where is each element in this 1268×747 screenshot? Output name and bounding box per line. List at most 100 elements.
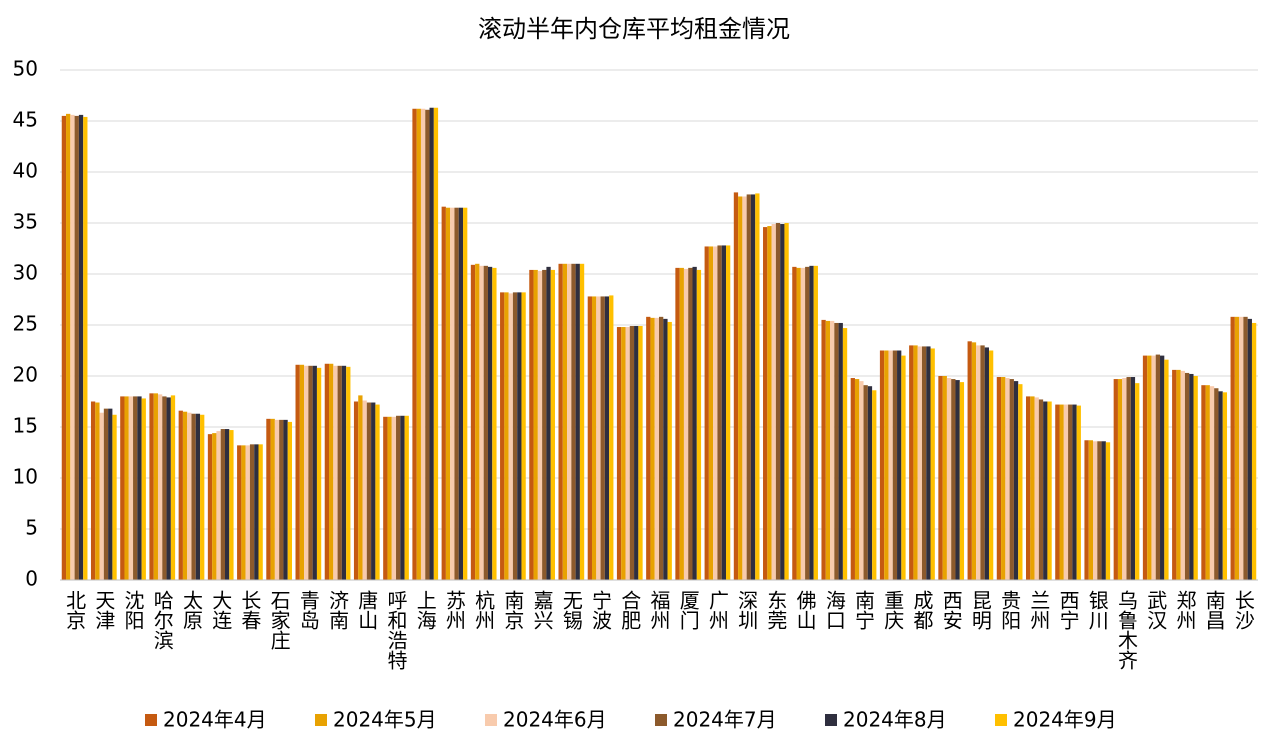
- bar: [738, 196, 743, 581]
- x-tick-label: 呼和浩特: [384, 590, 408, 670]
- bar: [463, 207, 468, 580]
- bar: [74, 115, 79, 581]
- x-tick-label: 厦门: [676, 590, 700, 630]
- bar: [295, 364, 300, 580]
- bar: [1105, 442, 1111, 580]
- bar: [112, 414, 117, 580]
- bar: [99, 412, 104, 580]
- bar: [750, 194, 756, 580]
- bar: [108, 408, 113, 580]
- bar: [429, 107, 434, 581]
- bar: [170, 395, 176, 580]
- bar: [955, 380, 960, 580]
- x-tick-label: 大连: [209, 590, 233, 630]
- bar: [930, 348, 935, 580]
- x-tick-label: 郑州: [1173, 590, 1197, 630]
- bar: [909, 345, 914, 580]
- bar: [70, 114, 75, 580]
- bar: [258, 444, 263, 580]
- bar: [396, 415, 401, 580]
- bar: [951, 379, 956, 580]
- bar: [917, 346, 922, 580]
- bar: [279, 419, 284, 580]
- x-tick-label: 银川: [1085, 590, 1109, 630]
- bar: [692, 266, 697, 580]
- y-tick-label: 15: [13, 414, 38, 438]
- bar: [274, 419, 280, 580]
- bar: [813, 265, 818, 580]
- bar: [341, 365, 347, 580]
- bar: [1164, 359, 1169, 580]
- bar: [859, 381, 864, 580]
- legend-swatch: [315, 714, 327, 726]
- bar: [1059, 404, 1064, 580]
- bar: [1009, 379, 1014, 580]
- bar: [863, 385, 868, 580]
- bar: [162, 396, 167, 580]
- bar: [508, 293, 513, 580]
- bar: [441, 206, 446, 580]
- x-tick-label: 南京: [501, 590, 525, 630]
- bar: [988, 350, 994, 580]
- bar: [1005, 378, 1010, 580]
- bar: [634, 326, 639, 580]
- bar: [1097, 441, 1102, 580]
- bar: [1172, 369, 1177, 580]
- x-tick-label: 兰州: [1027, 590, 1051, 630]
- bar: [1126, 377, 1131, 580]
- bar: [571, 263, 576, 580]
- bar: [153, 393, 158, 580]
- bar: [546, 266, 551, 580]
- bar: [921, 346, 927, 580]
- x-tick-label: 南昌: [1202, 590, 1226, 630]
- bar: [358, 395, 363, 580]
- legend-swatch: [655, 714, 667, 726]
- legend-label: 2024年8月: [843, 708, 947, 732]
- bar: [667, 321, 672, 580]
- bar: [587, 296, 592, 580]
- bar: [800, 267, 806, 580]
- bar: [558, 263, 563, 580]
- bar: [609, 295, 614, 580]
- bar: [1176, 369, 1181, 580]
- bar: [726, 245, 731, 580]
- bar: [128, 396, 134, 580]
- bar: [1088, 440, 1094, 580]
- bar: [830, 320, 835, 580]
- bar: [842, 328, 848, 580]
- x-tick-label: 长沙: [1231, 590, 1255, 630]
- bar: [1072, 404, 1077, 580]
- x-tick-label: 重庆: [881, 590, 905, 630]
- bar: [166, 397, 171, 580]
- x-tick-label: 昆明: [968, 590, 992, 630]
- x-tick-label: 西宁: [1056, 590, 1080, 630]
- bar: [604, 296, 610, 580]
- bar: [492, 267, 497, 580]
- x-tick-label: 福州: [647, 590, 671, 630]
- legend-label: 2024年7月: [673, 708, 777, 732]
- y-tick-label: 40: [13, 159, 38, 183]
- bar: [600, 296, 605, 580]
- bar: [805, 266, 810, 580]
- bar: [1038, 399, 1044, 580]
- bar: [512, 292, 518, 580]
- bar: [1189, 373, 1194, 580]
- bar: [946, 378, 952, 580]
- bar: [742, 196, 747, 581]
- y-tick-label: 50: [13, 57, 38, 81]
- x-tick-label: 南宁: [852, 590, 876, 630]
- bar: [133, 396, 138, 580]
- bar: [504, 292, 509, 580]
- bar: [621, 327, 626, 580]
- bar: [375, 404, 380, 580]
- bar: [550, 269, 555, 580]
- bar: [304, 365, 309, 580]
- bar: [1243, 316, 1248, 580]
- bar: [1117, 379, 1123, 580]
- bar: [771, 224, 776, 580]
- legend-swatch: [145, 714, 157, 726]
- bar: [825, 320, 831, 580]
- x-tick-label: 太原: [179, 590, 203, 630]
- bar: [796, 267, 801, 580]
- bar: [713, 246, 718, 580]
